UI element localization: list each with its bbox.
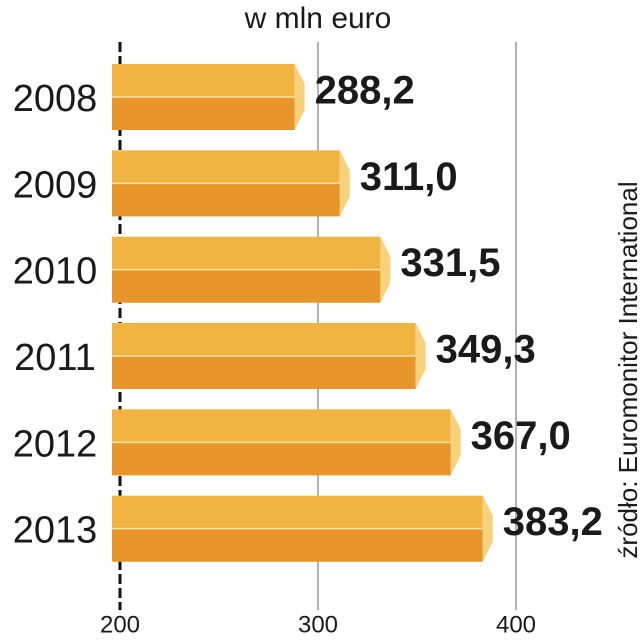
- bar-tip: [294, 64, 305, 130]
- y-tick-label: 2009: [13, 164, 98, 206]
- bar-shade: [112, 97, 295, 130]
- chart-title: w mln euro: [244, 2, 392, 35]
- bar-tip: [415, 323, 426, 389]
- y-tick-label: 2008: [13, 78, 98, 120]
- y-tick-label: 2012: [13, 423, 98, 465]
- x-tick-label: 200: [100, 611, 140, 638]
- value-label: 331,5: [400, 241, 500, 285]
- bar-shade: [112, 528, 483, 562]
- x-tick-label: 400: [496, 611, 536, 638]
- bar-shade: [112, 442, 451, 476]
- bar-tip: [482, 495, 493, 562]
- y-tick-label: 2013: [13, 510, 98, 552]
- value-label: 349,3: [436, 328, 536, 372]
- bar-shade: [112, 269, 381, 303]
- y-tick-label: 2010: [13, 251, 98, 293]
- bar-tip: [450, 409, 461, 476]
- bar-shade: [112, 356, 416, 389]
- bar-shade: [112, 183, 340, 217]
- source-note: źródło: Euromonitor International: [613, 181, 643, 558]
- value-label: 367,0: [471, 414, 571, 458]
- value-label: 288,2: [315, 69, 415, 113]
- x-tick-label: 300: [298, 611, 338, 638]
- y-tick-label: 2011: [14, 337, 96, 379]
- bar-tip: [339, 150, 350, 217]
- value-label: 311,0: [360, 155, 458, 199]
- value-label: 383,2: [503, 500, 603, 544]
- bar-tip: [380, 236, 391, 303]
